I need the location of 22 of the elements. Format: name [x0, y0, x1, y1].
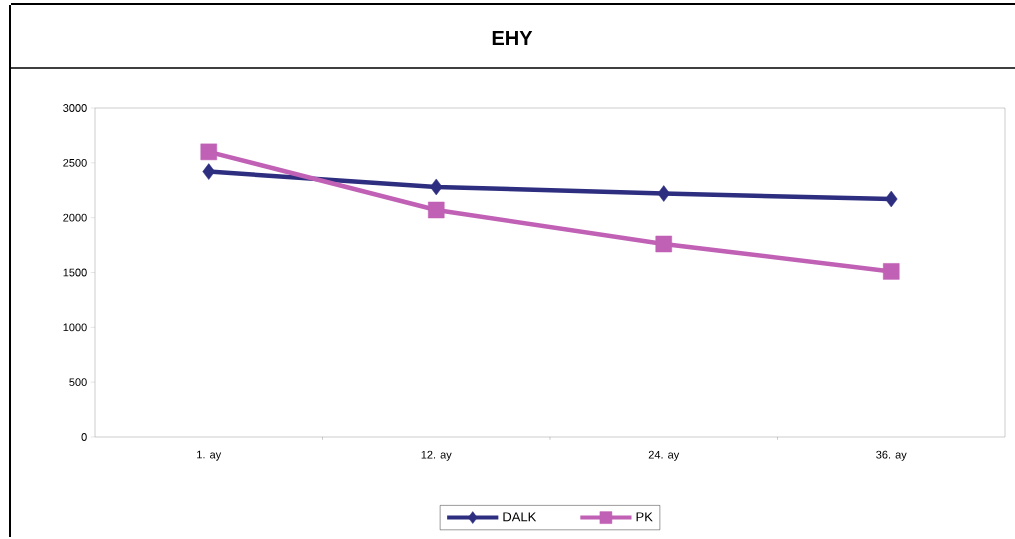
point — [657, 185, 670, 202]
y-tick-label: 500 — [69, 378, 87, 387]
x-tick-label: 24. ay — [648, 450, 680, 461]
point — [200, 143, 217, 161]
x-tick-label: 1. ay — [197, 450, 222, 461]
y-tick-label: 0 — [81, 433, 87, 441]
y-tick-label: 2500 — [63, 158, 87, 167]
x-tick-label: 12. ay — [421, 450, 452, 461]
y-tick-label: 2000 — [63, 213, 87, 222]
y-tick-label: 1000 — [63, 323, 87, 332]
legend-label: DALK — [503, 512, 537, 522]
legend-label: PK — [636, 512, 653, 522]
y-tick-label: 1500 — [63, 268, 87, 277]
chart-title: EHY — [492, 31, 533, 45]
point — [430, 178, 443, 196]
point — [885, 190, 898, 208]
point — [883, 263, 900, 280]
point — [655, 235, 672, 253]
x-tick-label: 36. ay — [876, 450, 907, 461]
point — [428, 201, 445, 219]
point — [202, 163, 215, 180]
y-tick-label: 3000 — [63, 104, 87, 112]
